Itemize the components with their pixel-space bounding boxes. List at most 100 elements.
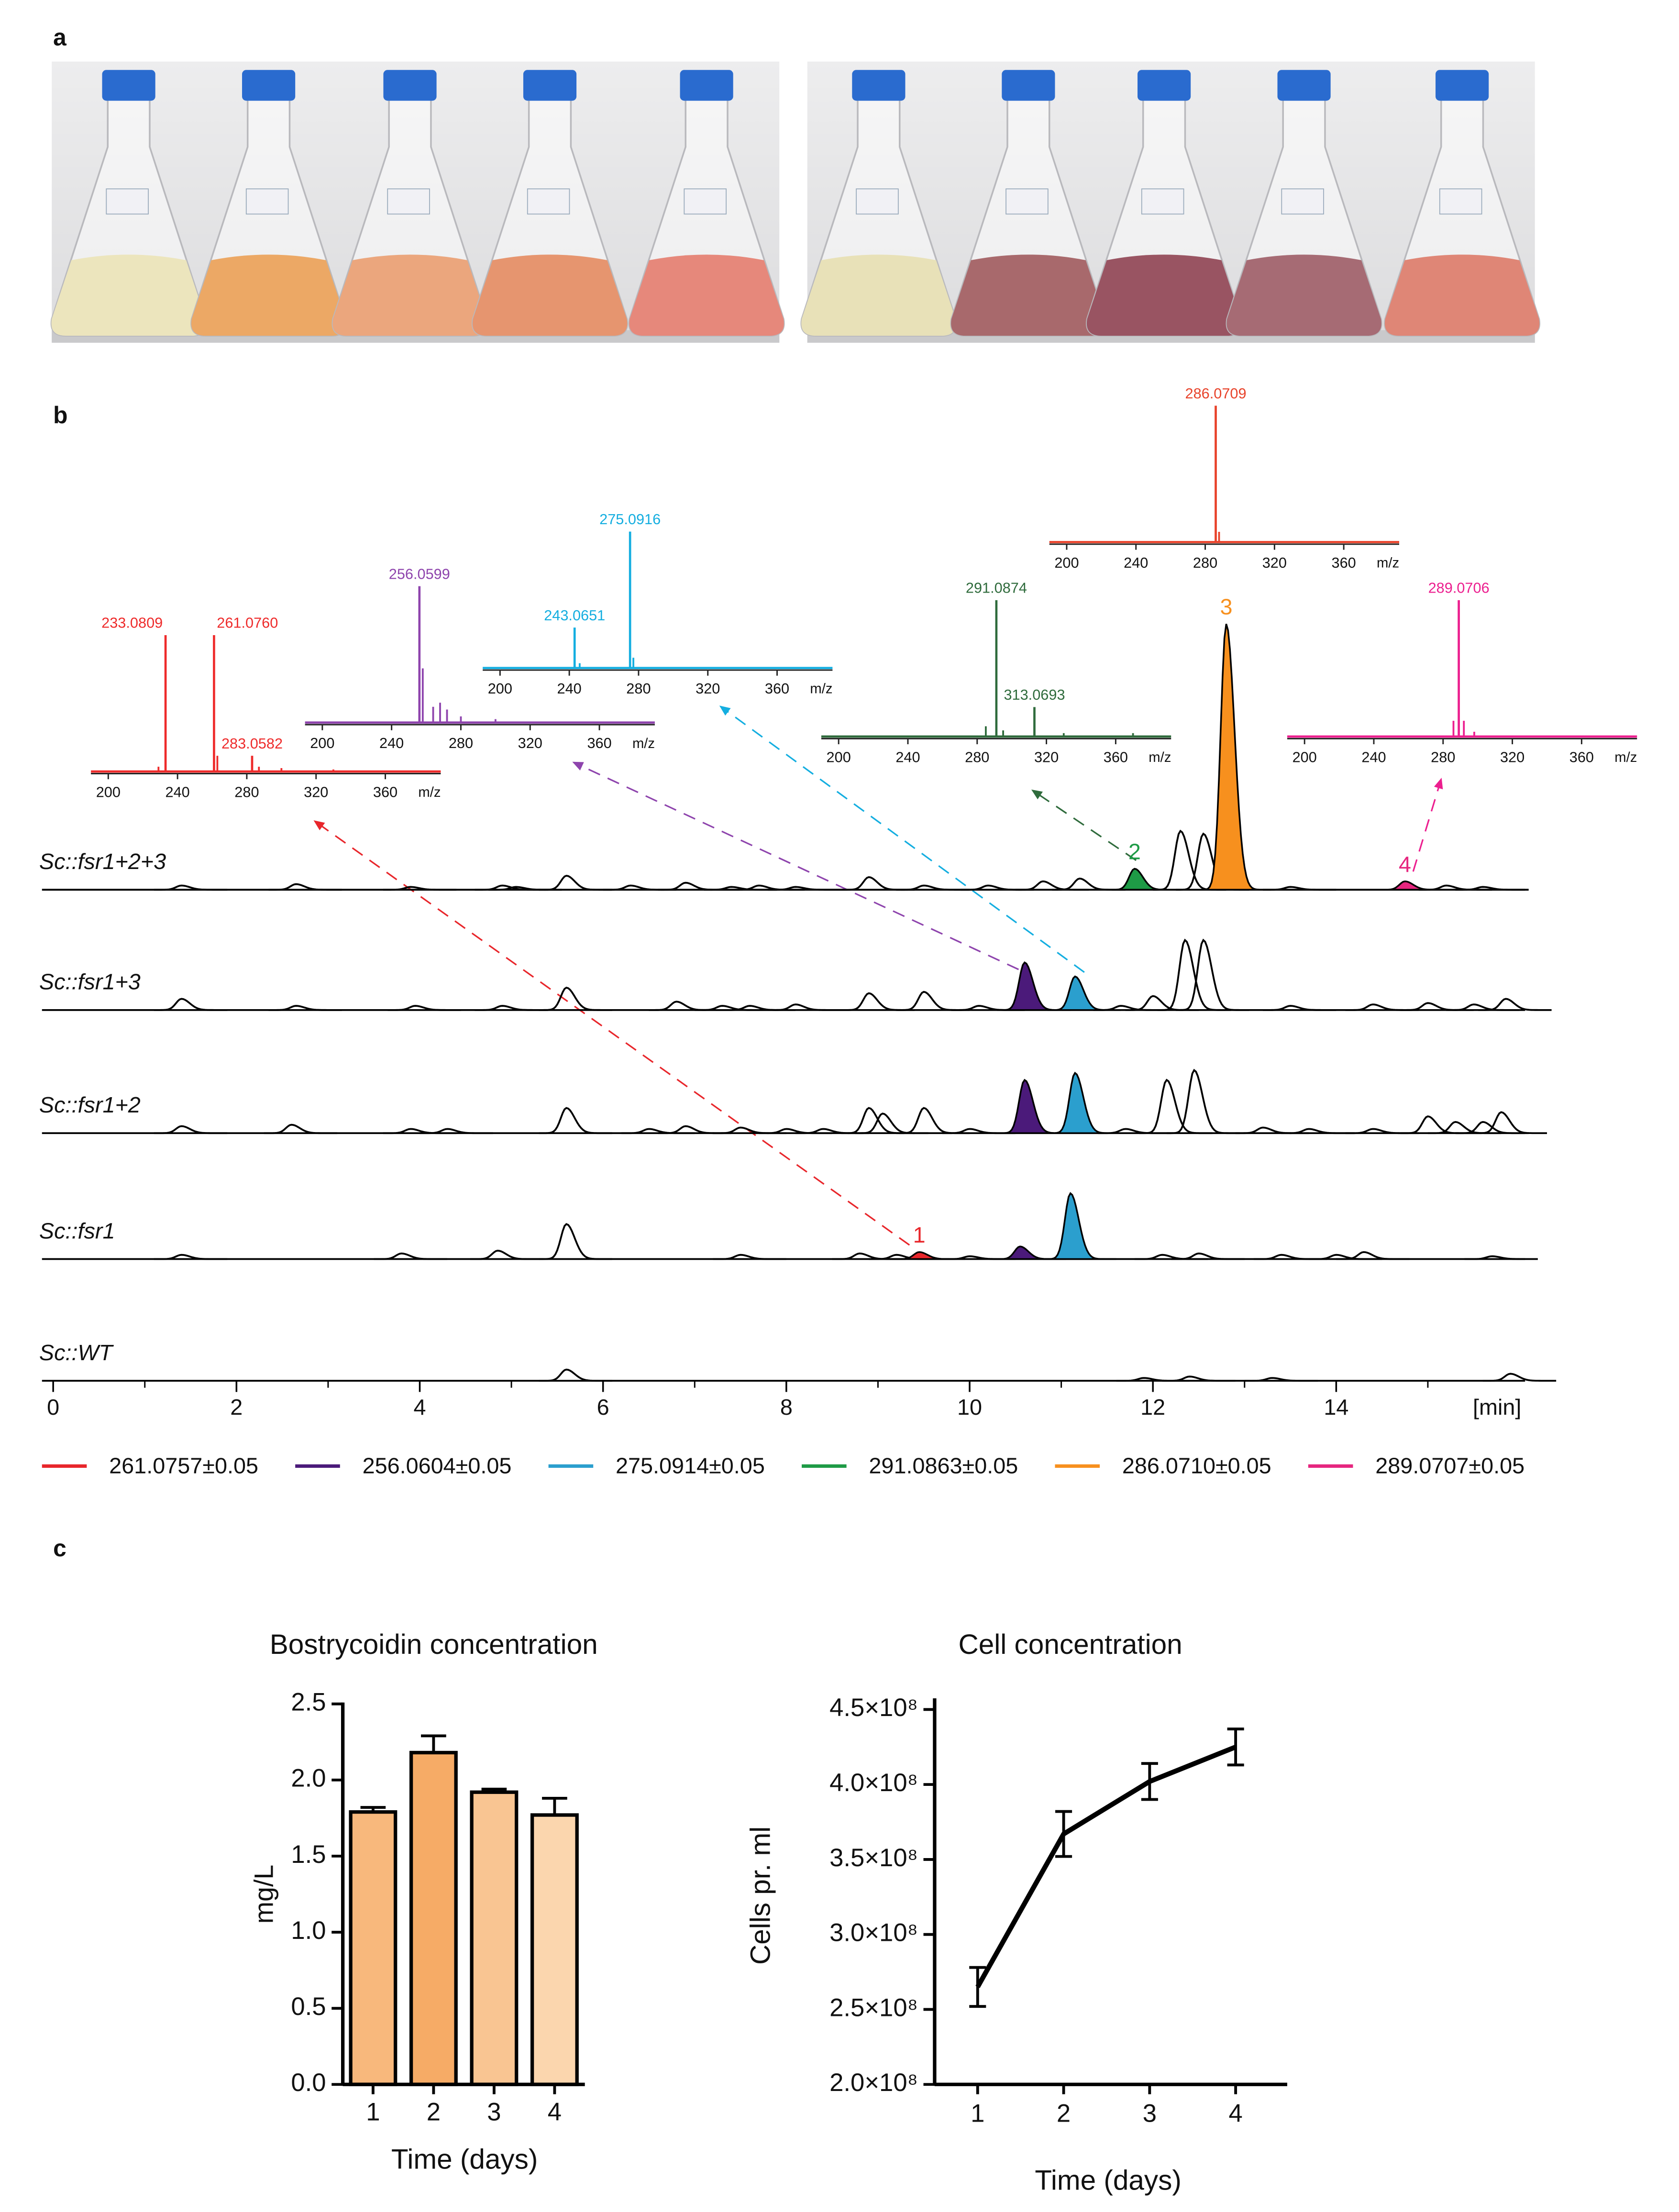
spectrum-peak-label: 283.0582 — [221, 735, 283, 752]
y-tick-label: 3.5×10⁸ — [829, 1844, 918, 1872]
flask-liquid — [629, 254, 784, 336]
peak — [1336, 1251, 1410, 1260]
spectrum-tick-label: 320 — [1500, 748, 1524, 765]
arrows — [313, 705, 1443, 1246]
spectrum-tick-label: 360 — [1104, 748, 1128, 765]
peak — [1263, 1005, 1337, 1011]
flask-cap — [102, 70, 155, 101]
legend-label: 261.0757±0.05 — [109, 1453, 258, 1478]
flask-liquid — [472, 254, 628, 336]
y-axis-label: mg/L — [249, 1865, 278, 1924]
spectrum-tick-label: 280 — [1431, 748, 1455, 765]
flask-cap — [852, 70, 906, 101]
x-tick-label: 1 — [971, 2099, 984, 2127]
spectrum-peak-label: 275.0916 — [599, 511, 661, 528]
peak — [1482, 1373, 1557, 1382]
spectrum-tick-label: 360 — [373, 784, 398, 801]
peak — [387, 1005, 461, 1011]
y-tick-label: 1.0 — [291, 1916, 326, 1945]
highlighted-peak — [892, 1251, 965, 1260]
flask-sticker — [527, 188, 570, 215]
peak — [539, 1107, 612, 1134]
legend-label: 291.0863±0.05 — [869, 1453, 1018, 1478]
y-tick-label: 2.5×10⁸ — [829, 1993, 918, 2022]
highlighted-peak — [1043, 1192, 1116, 1260]
trace-label: Sc::WT — [39, 1340, 114, 1365]
highlighted-peak — [997, 961, 1071, 1011]
spectrum-tick-label: 280 — [234, 784, 259, 801]
spectrum-tick-label: 360 — [1569, 748, 1594, 765]
flask-cap — [1277, 70, 1331, 101]
legend-label: 289.0707±0.05 — [1375, 1453, 1524, 1478]
peak — [383, 1128, 457, 1134]
peak — [1308, 1254, 1382, 1260]
peak — [704, 886, 777, 891]
peak — [1263, 886, 1337, 891]
peak — [1139, 1078, 1213, 1134]
spectrum-axis-label: m/z — [1377, 555, 1399, 571]
peak — [896, 884, 970, 891]
x-tick-label: 14 — [1324, 1395, 1348, 1420]
peak — [1281, 1128, 1355, 1134]
spectrum-axis-label: m/z — [1614, 750, 1637, 765]
peak — [470, 1250, 544, 1260]
flask-liquid — [801, 254, 956, 336]
arrow — [719, 705, 1085, 973]
spectrum-tick-label: 280 — [1193, 554, 1217, 571]
trace-label: Sc::fsr1+3 — [39, 969, 141, 994]
y-tick-label: 4.5×10⁸ — [829, 1694, 918, 1722]
x-tick-label: 8 — [780, 1395, 793, 1420]
peak — [1134, 1254, 1208, 1260]
spectrum-tick-label: 280 — [449, 735, 473, 751]
peak — [695, 1005, 768, 1011]
x-tick-label: 4 — [548, 2098, 562, 2126]
spectrum-peak-label: 256.0599 — [389, 565, 450, 582]
spectrum-axis-label: m/z — [1149, 750, 1171, 765]
highlighted-peak — [1198, 624, 1272, 891]
peak — [383, 886, 457, 891]
flask-liquid — [1226, 254, 1381, 336]
spectrum-tick-label: 320 — [696, 680, 720, 697]
flask-liquid — [51, 254, 206, 336]
spectrum-tick-label: 200 — [310, 735, 334, 751]
spectrum-peak-label: 286.0709 — [1185, 385, 1246, 402]
bar — [470, 1790, 519, 2086]
bar — [349, 1810, 398, 2086]
peak — [1015, 880, 1089, 891]
peak-label: 1 — [913, 1222, 926, 1247]
arrow — [572, 761, 1019, 970]
spectrum-tick-label: 240 — [1124, 554, 1148, 571]
flask-cap — [242, 70, 296, 101]
x-tick-label: 0 — [47, 1395, 59, 1420]
panel-label: a — [53, 24, 66, 51]
flask-sticker — [684, 188, 727, 215]
x-axis-label: [min] — [1473, 1395, 1521, 1420]
peak — [1427, 1121, 1502, 1134]
arrow — [1031, 789, 1137, 861]
x-axis-label: Time (days) — [391, 2144, 538, 2175]
peak — [154, 884, 228, 891]
peak-label: 3 — [1220, 594, 1232, 619]
spectrum-tick-label: 320 — [1262, 554, 1287, 571]
x-tick-label: 2 — [427, 2098, 441, 2126]
flask-sticker — [1439, 188, 1482, 215]
x-tick-label: 2 — [1057, 2099, 1071, 2127]
peak — [539, 1368, 612, 1382]
spectrum-tick-label: 360 — [587, 735, 611, 751]
spectrum-axis-label: m/z — [632, 736, 655, 751]
peak — [1446, 1003, 1520, 1011]
peak — [539, 875, 612, 891]
peak — [1455, 886, 1529, 891]
legend-label: 275.0914±0.05 — [616, 1453, 765, 1478]
bar — [530, 1813, 579, 2086]
x-tick-label: 4 — [413, 1395, 426, 1420]
spectrum-tick-label: 280 — [965, 748, 989, 765]
peak — [1171, 1252, 1245, 1260]
spectrum-tick-label: 200 — [1292, 748, 1317, 765]
y-tick-label: 2.0 — [291, 1764, 326, 1793]
y-tick-label: 0.0 — [291, 2069, 326, 2097]
flask-cap — [523, 70, 577, 101]
peak — [855, 1112, 928, 1134]
flask-cap — [680, 70, 733, 101]
flask-cap — [1002, 70, 1055, 101]
